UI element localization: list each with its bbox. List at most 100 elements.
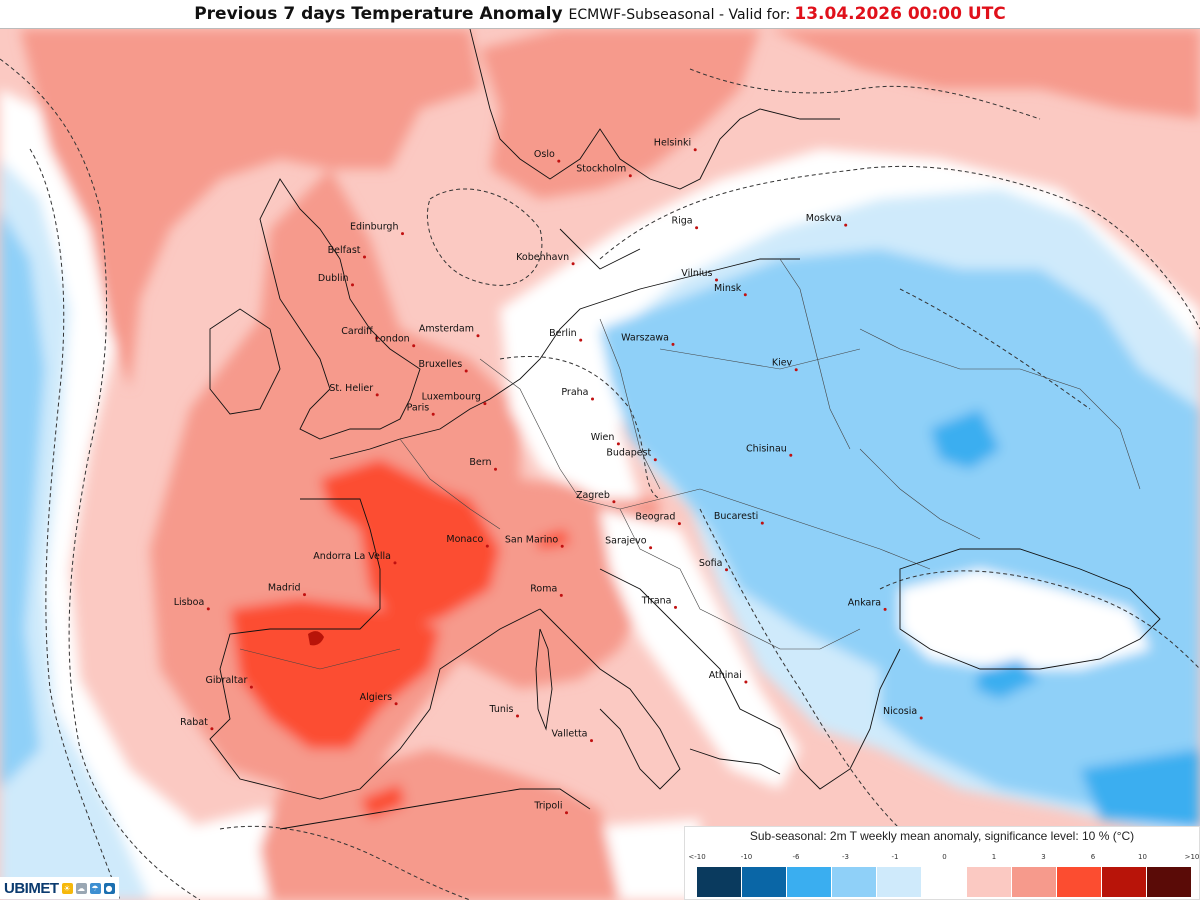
city-label: Minsk	[714, 283, 742, 294]
city-marker	[715, 278, 718, 282]
city-label: Berlin	[549, 328, 577, 339]
city-label: Monaco	[446, 534, 483, 545]
city-label: Rabat	[180, 717, 208, 728]
city-label: Valletta	[552, 729, 588, 740]
city-label: London	[375, 334, 410, 345]
legend-swatch	[787, 867, 832, 897]
city-marker	[560, 544, 564, 548]
city-marker	[303, 593, 306, 597]
city-label: Belfast	[328, 245, 361, 256]
city-label: Moskva	[806, 213, 842, 224]
color-legend: Sub-seasonal: 2m T weekly mean anomaly, …	[684, 826, 1200, 900]
city-marker	[677, 522, 681, 526]
map-header: Previous 7 days Temperature Anomaly ECMWF…	[0, 0, 1200, 29]
city-label: Madrid	[268, 583, 301, 594]
city-label: Kobenhavn	[516, 252, 569, 263]
iberia-strong-warm	[230, 599, 440, 749]
legend-tick-label: -1	[891, 853, 899, 861]
atlantic-colder-zone	[0, 209, 45, 789]
city-label: Athinai	[709, 670, 742, 681]
country-borders	[239, 258, 1141, 670]
drop-icon: ●	[103, 882, 115, 894]
city-marker	[483, 402, 487, 406]
city-label: Bruxelles	[418, 359, 462, 370]
anomaly-map: Oslo Stockholm Helsinki Riga Moskva Kobenhavn…	[0, 29, 1200, 900]
city-label: Warszawa	[621, 332, 669, 343]
city-marker	[393, 561, 397, 565]
city-label: Riga	[672, 216, 693, 227]
city-marker	[743, 293, 747, 297]
city-label: Wien	[591, 432, 615, 443]
valid-label: Valid for:	[728, 7, 791, 23]
city-marker	[693, 148, 697, 152]
city-label: Bern	[469, 457, 491, 468]
brand-name: UBIMET	[4, 879, 59, 897]
legend-swatch	[1147, 867, 1192, 897]
city-label: Nicosia	[883, 706, 917, 717]
city-marker	[464, 369, 468, 373]
city-label: Cardiff	[341, 326, 373, 337]
france-strong-warm	[320, 459, 500, 629]
city-label: Dublin	[318, 273, 349, 284]
city-label: Gibraltar	[206, 675, 248, 686]
legend-swatch	[697, 867, 742, 897]
city-label: Oslo	[534, 149, 555, 160]
city-label: Roma	[530, 583, 557, 594]
city-label: Zagreb	[576, 490, 610, 501]
legend-tick-label: >10	[1184, 853, 1200, 861]
city-marker	[919, 716, 923, 720]
legend-tick-label: <-10	[688, 853, 706, 861]
city-label: Ankara	[848, 597, 881, 608]
legend-tick-label: -6	[792, 853, 800, 861]
map-title: Previous 7 days Temperature Anomaly	[194, 4, 563, 24]
city-marker	[557, 159, 561, 163]
city-label: Sofia	[699, 558, 723, 569]
city-marker	[559, 593, 563, 597]
city-marker	[351, 283, 354, 287]
city-marker	[485, 544, 489, 548]
city-marker	[516, 714, 519, 718]
city-marker	[565, 811, 568, 815]
city-label: Helsinki	[654, 138, 691, 149]
city-marker	[401, 232, 404, 236]
legend-swatch	[742, 867, 787, 897]
city-marker	[649, 546, 653, 550]
legend-tick-label: -3	[842, 853, 849, 861]
spain-very-warm-spot	[308, 631, 324, 646]
city-marker	[590, 739, 593, 743]
city-marker	[744, 680, 748, 684]
algeria-strong-warm	[360, 784, 405, 819]
city-label: Vilnius	[681, 268, 712, 279]
city-label: Tunis	[489, 704, 514, 715]
legend-tick-label: -10	[740, 853, 753, 861]
city-label: Luxembourg	[422, 392, 481, 403]
city-marker	[628, 174, 632, 178]
legend-tick-label: 1	[991, 853, 997, 861]
city-marker	[612, 500, 616, 504]
city-marker	[210, 727, 214, 731]
city-marker	[695, 226, 699, 230]
east-mediterranean-strong-cold	[1080, 749, 1200, 829]
sun-icon: ☀	[61, 882, 73, 894]
north-atlantic-warm	[20, 29, 480, 389]
city-marker	[760, 521, 764, 525]
city-label: Stockholm	[576, 164, 626, 175]
north-italy-strong-warm	[535, 529, 570, 549]
legend-swatch	[967, 867, 1012, 897]
city-marker	[794, 368, 798, 372]
city-label: Andorra La Vella	[313, 551, 391, 562]
city-marker	[616, 442, 620, 446]
city-label: Edinburgh	[350, 222, 399, 233]
legend-swatch	[1057, 867, 1102, 897]
city-label: Amsterdam	[419, 324, 474, 335]
city-label: Lisboa	[174, 597, 205, 608]
north-africa-warm	[260, 749, 620, 900]
northeast-warm	[770, 29, 1200, 119]
legend-ticks: <-10 -10 -6 -3 -1 0 1 3 6 10 >10	[688, 853, 1199, 863]
city-marker	[671, 342, 675, 346]
city-label: Budapest	[606, 448, 651, 459]
legend-swatch	[1012, 867, 1057, 897]
city-marker	[476, 334, 480, 338]
city-marker	[579, 338, 583, 342]
city-label: Kiev	[772, 358, 793, 369]
